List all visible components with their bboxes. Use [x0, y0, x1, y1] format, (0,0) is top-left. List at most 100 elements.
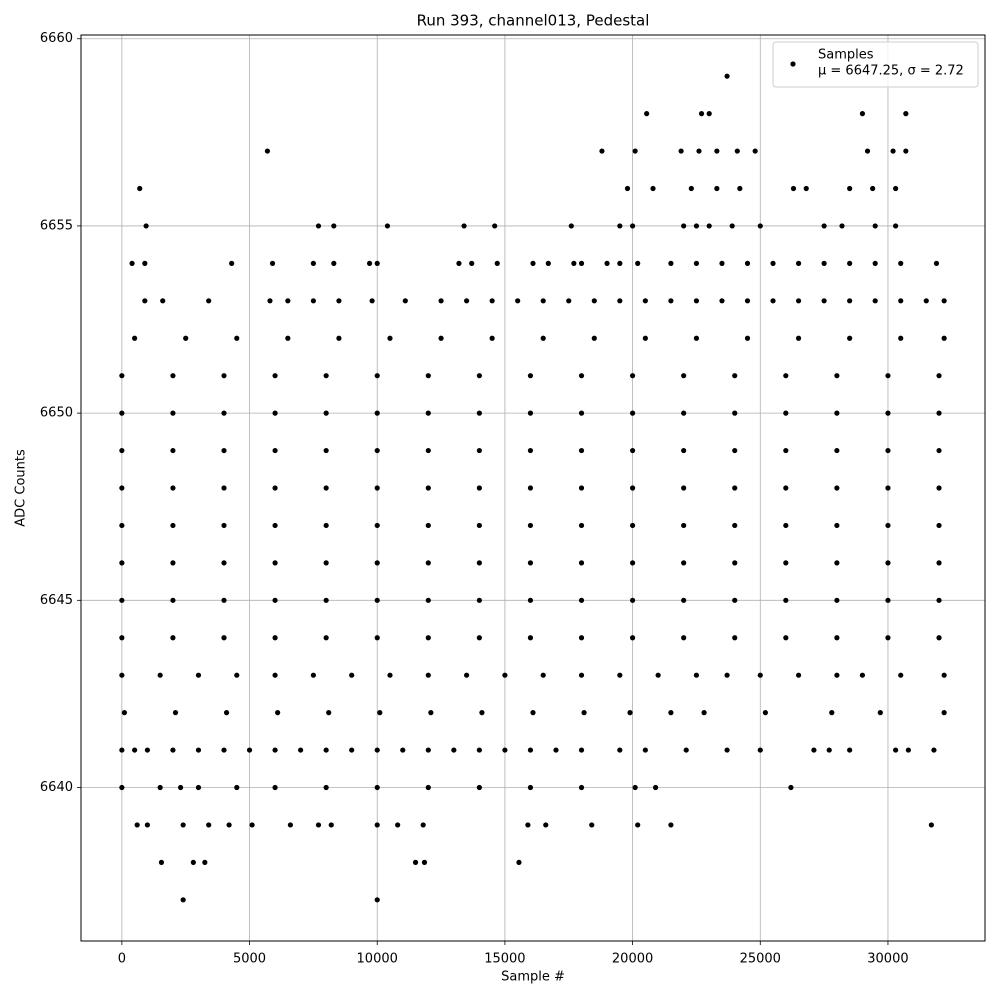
point	[384, 223, 391, 229]
point	[893, 185, 899, 192]
point	[323, 447, 329, 454]
point	[323, 784, 329, 791]
point	[770, 260, 776, 266]
point	[903, 148, 909, 154]
point	[331, 260, 337, 266]
point	[941, 672, 947, 678]
point	[783, 410, 789, 416]
point	[540, 672, 546, 678]
point	[589, 822, 595, 828]
point	[323, 522, 329, 529]
point	[170, 410, 176, 416]
point	[223, 710, 230, 716]
point	[195, 784, 202, 791]
point	[412, 859, 419, 865]
point	[170, 447, 176, 454]
point	[476, 373, 482, 379]
point	[578, 635, 585, 641]
point	[425, 635, 431, 641]
point	[119, 747, 125, 753]
point	[206, 298, 212, 304]
point	[425, 784, 431, 791]
point	[180, 897, 186, 903]
point	[195, 747, 202, 753]
x-tick-label: 25000	[740, 952, 781, 967]
point	[847, 185, 853, 192]
point	[527, 447, 534, 454]
point	[545, 260, 551, 266]
point	[591, 298, 597, 304]
point	[859, 672, 866, 678]
point	[834, 597, 840, 603]
point	[872, 298, 878, 304]
point	[834, 522, 840, 529]
point	[681, 635, 687, 641]
point	[476, 747, 482, 753]
point	[400, 747, 406, 753]
point	[757, 672, 763, 678]
point	[336, 298, 342, 304]
point	[706, 223, 712, 229]
point	[489, 335, 495, 341]
point	[629, 485, 636, 491]
point	[374, 822, 380, 828]
point	[525, 822, 531, 828]
point	[323, 747, 329, 753]
point	[783, 635, 789, 641]
point	[811, 747, 817, 753]
point	[323, 560, 329, 566]
point	[170, 560, 176, 566]
point	[180, 822, 186, 828]
point	[516, 859, 522, 865]
point	[540, 335, 546, 341]
point	[724, 73, 730, 79]
point	[693, 298, 700, 304]
point	[578, 672, 585, 678]
point	[119, 410, 125, 416]
point	[142, 260, 148, 266]
point	[249, 822, 255, 828]
point	[903, 111, 909, 117]
point	[476, 560, 482, 566]
point	[272, 373, 278, 379]
point	[195, 672, 202, 678]
point	[272, 784, 278, 791]
point	[783, 373, 789, 379]
point	[834, 635, 840, 641]
point	[425, 447, 431, 454]
point	[206, 822, 212, 828]
point	[476, 597, 482, 603]
point	[893, 223, 899, 229]
point	[226, 822, 232, 828]
point	[696, 148, 702, 154]
point	[629, 560, 636, 566]
point	[425, 410, 431, 416]
point	[872, 223, 878, 229]
legend-label: Samples	[818, 48, 874, 63]
point	[272, 447, 278, 454]
point	[936, 373, 942, 379]
point	[834, 485, 840, 491]
point	[402, 298, 408, 304]
point	[898, 335, 904, 341]
point	[885, 447, 891, 454]
point	[527, 485, 534, 491]
point	[464, 298, 470, 304]
point	[456, 260, 462, 266]
x-tick-label: 30000	[867, 952, 908, 967]
point	[527, 522, 534, 529]
point	[847, 335, 853, 341]
point	[885, 410, 891, 416]
point	[221, 597, 227, 603]
point	[177, 784, 184, 791]
point	[374, 373, 380, 379]
point	[578, 784, 585, 791]
point	[681, 410, 687, 416]
point	[668, 822, 674, 828]
point	[885, 485, 891, 491]
point	[438, 335, 444, 341]
point	[170, 485, 176, 491]
point	[724, 747, 730, 753]
point	[425, 560, 431, 566]
point	[119, 635, 125, 641]
